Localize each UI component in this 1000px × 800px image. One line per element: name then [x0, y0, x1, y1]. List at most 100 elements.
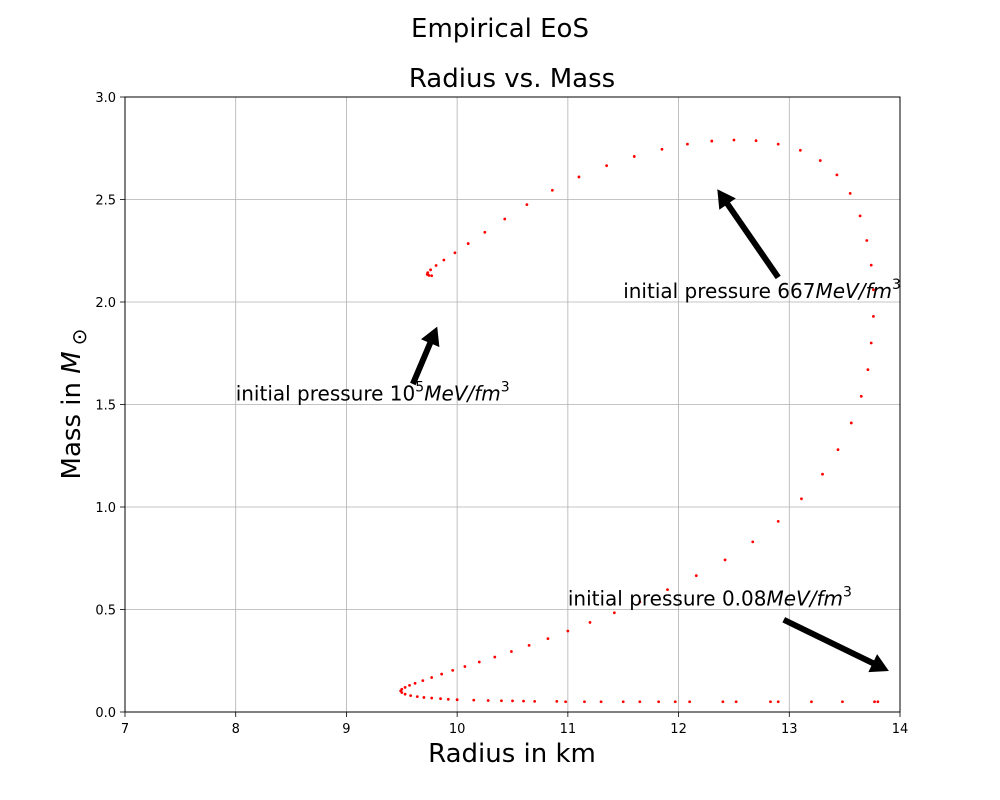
data-point: [848, 191, 852, 195]
data-point: [810, 700, 813, 704]
data-point: [666, 588, 669, 592]
data-point: [721, 700, 725, 704]
data-point: [588, 621, 592, 624]
annotations: initial pressure 0.08MeV/fm3 initial pres…: [236, 189, 901, 673]
data-point: [430, 676, 434, 679]
data-point: [463, 665, 467, 668]
data-point: [440, 672, 444, 676]
data-point: [849, 421, 853, 425]
data-point: [694, 574, 698, 578]
y-tick-label: 2.5: [95, 194, 116, 209]
data-point: [427, 273, 431, 277]
data-point: [509, 650, 513, 653]
annotation-arrow-low: [782, 617, 889, 673]
data-point: [800, 497, 803, 501]
data-point: [866, 368, 870, 372]
data-point: [533, 699, 537, 703]
data-point: [835, 173, 839, 177]
data-point: [638, 700, 642, 704]
data-point: [732, 138, 736, 142]
data-point: [710, 139, 714, 143]
data-point: [673, 700, 677, 704]
y-tick-label: 2.0: [95, 296, 116, 311]
axis-ticks: 7 8 9 10 11 12 13 14 0.0 0.5 1.0 1.5 2.0 2.5 3.0: [95, 91, 908, 737]
x-tick-label: 11: [560, 722, 577, 737]
data-point: [453, 251, 457, 255]
data-point: [723, 558, 727, 562]
data-point: [451, 668, 455, 672]
data-point: [400, 687, 404, 691]
data-point: [612, 611, 616, 615]
data-point: [821, 472, 824, 476]
x-tick-label: 13: [781, 722, 798, 737]
data-point: [493, 655, 497, 659]
data-point: [446, 697, 450, 701]
data-point: [477, 660, 481, 664]
data-point: [415, 695, 419, 699]
data-point: [872, 314, 875, 318]
data-point: [522, 699, 525, 703]
y-tick-label: 0.5: [95, 604, 116, 619]
chart-suptitle: Empirical EoS: [411, 14, 589, 44]
data-point: [686, 142, 689, 146]
data-point: [605, 164, 609, 168]
data-point: [876, 700, 880, 704]
data-point: [408, 683, 411, 687]
data-point: [859, 394, 863, 398]
x-tick-label: 12: [670, 722, 687, 737]
data-point: [599, 700, 603, 704]
data-point: [455, 698, 459, 702]
data-point: [422, 696, 426, 699]
data-point: [632, 155, 636, 158]
data-point: [621, 700, 625, 704]
data-point: [525, 203, 529, 207]
data-point: [869, 263, 873, 267]
data-points: [399, 138, 880, 704]
data-point: [841, 700, 844, 704]
data-point: [776, 142, 780, 146]
data-point: [657, 700, 661, 704]
data-point: [734, 700, 738, 704]
y-tick-label: 3.0: [95, 91, 116, 106]
data-point: [660, 147, 664, 151]
data-point: [486, 699, 490, 702]
data-point: [413, 681, 417, 685]
data-point: [550, 188, 554, 192]
data-point: [511, 699, 514, 703]
data-point: [818, 159, 822, 162]
grid: [124, 96, 901, 713]
y-axis-label: Mass in M⊙: [57, 329, 91, 480]
data-point: [500, 699, 503, 703]
data-point: [873, 700, 876, 704]
annotation-low: initial pressure 0.08MeV/fm3: [568, 584, 852, 610]
data-point: [776, 519, 780, 523]
data-point: [566, 629, 570, 633]
data-point: [836, 448, 840, 451]
data-point: [429, 268, 432, 272]
x-tick-label: 10: [449, 722, 466, 737]
data-point: [472, 698, 476, 702]
data-point: [638, 600, 642, 604]
data-point: [869, 341, 873, 345]
data-point: [688, 700, 692, 704]
data-point: [865, 239, 869, 242]
annotation-arrow-high: [410, 326, 440, 386]
data-point: [421, 679, 425, 683]
data-point: [776, 700, 780, 704]
data-point: [872, 288, 875, 292]
data-point: [442, 258, 446, 262]
data-point: [409, 694, 413, 697]
data-point: [798, 148, 802, 152]
x-tick-label: 7: [121, 722, 129, 737]
data-point: [439, 697, 442, 701]
y-tick-label: 1.5: [95, 399, 116, 414]
data-point: [546, 637, 550, 641]
x-tick-label: 8: [232, 722, 240, 737]
data-point: [769, 700, 772, 704]
data-point: [466, 242, 470, 245]
data-point: [403, 692, 407, 696]
data-point: [751, 540, 755, 544]
y-tick-label: 1.0: [95, 501, 116, 516]
data-point: [403, 686, 407, 689]
